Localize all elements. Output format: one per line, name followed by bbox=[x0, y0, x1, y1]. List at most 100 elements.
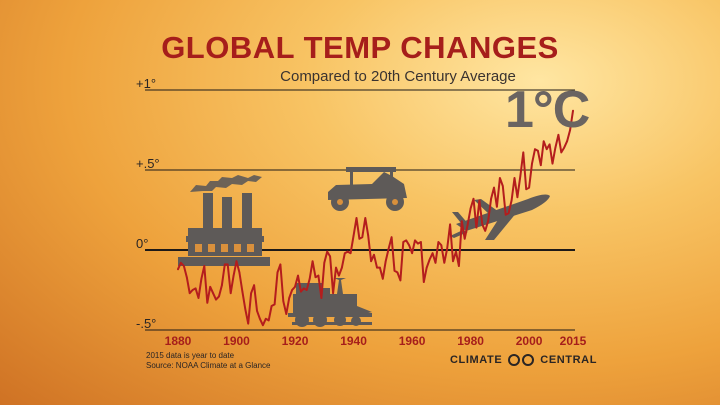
data-point bbox=[534, 148, 536, 150]
data-point bbox=[566, 140, 568, 142]
data-point bbox=[408, 244, 410, 246]
data-point bbox=[428, 258, 431, 261]
data-point bbox=[463, 238, 466, 240]
data-point bbox=[420, 241, 422, 243]
x-tick-label: 2000 bbox=[516, 334, 543, 348]
data-point bbox=[478, 199, 481, 202]
data-point bbox=[551, 162, 554, 165]
one-degree-label: 1°C bbox=[505, 81, 590, 139]
data-point bbox=[218, 295, 220, 298]
data-point bbox=[349, 252, 352, 254]
data-point bbox=[364, 217, 367, 219]
data-point bbox=[297, 274, 299, 277]
y-tick-label: +.5° bbox=[136, 156, 160, 171]
data-point bbox=[224, 263, 226, 266]
chart-subtitle: Compared to 20th Century Average bbox=[280, 68, 516, 85]
data-point bbox=[346, 250, 349, 253]
data-point bbox=[352, 234, 355, 237]
data-point bbox=[528, 186, 530, 189]
data-point bbox=[332, 292, 334, 295]
data-point bbox=[259, 318, 261, 320]
data-point bbox=[232, 274, 235, 277]
data-point bbox=[209, 286, 211, 288]
data-point bbox=[265, 318, 267, 320]
logo-text-left: CLIMATE bbox=[450, 354, 503, 366]
data-point bbox=[461, 220, 463, 222]
factory-icon bbox=[178, 175, 270, 266]
data-point bbox=[279, 263, 282, 266]
data-point bbox=[247, 322, 249, 325]
note-source: Source: NOAA Climate at a Glance bbox=[146, 361, 271, 370]
data-point bbox=[273, 303, 276, 306]
climate-central-logo: CLIMATE CENTRAL bbox=[450, 354, 597, 366]
x-tick-label: 1880 bbox=[165, 334, 192, 348]
data-point bbox=[481, 223, 484, 226]
data-point bbox=[545, 148, 548, 150]
data-point bbox=[569, 129, 571, 131]
data-point bbox=[554, 146, 557, 149]
data-point bbox=[472, 198, 475, 200]
data-point bbox=[393, 270, 396, 272]
data-point bbox=[405, 239, 408, 242]
data-point bbox=[475, 226, 478, 229]
data-point bbox=[384, 260, 387, 263]
data-point bbox=[341, 266, 343, 269]
data-point bbox=[221, 284, 223, 287]
data-point bbox=[335, 266, 337, 269]
data-point bbox=[320, 297, 323, 299]
data-point bbox=[326, 250, 329, 253]
x-tick-label: 1900 bbox=[223, 334, 250, 348]
logo-rings-icon bbox=[507, 354, 535, 366]
data-point bbox=[244, 308, 247, 311]
data-point bbox=[367, 234, 370, 237]
data-point bbox=[344, 252, 346, 254]
data-point bbox=[200, 278, 203, 280]
y-tick-label: -.5° bbox=[136, 316, 156, 331]
data-point bbox=[305, 289, 308, 291]
data-point bbox=[206, 302, 209, 304]
data-point bbox=[437, 241, 440, 243]
data-point bbox=[382, 278, 384, 280]
data-point bbox=[241, 290, 244, 293]
data-point bbox=[466, 223, 469, 226]
data-point bbox=[188, 292, 191, 295]
data-point bbox=[540, 164, 542, 166]
data-point bbox=[425, 266, 428, 269]
data-point bbox=[355, 217, 358, 219]
data-point bbox=[525, 188, 527, 190]
chart-title: GLOBAL TEMP CHANGES bbox=[161, 30, 559, 65]
x-tick-label: 2015 bbox=[560, 334, 587, 348]
data-point bbox=[502, 185, 504, 187]
data-point bbox=[423, 281, 425, 283]
data-point bbox=[402, 241, 405, 243]
data-point bbox=[493, 186, 495, 189]
data-point bbox=[235, 260, 238, 263]
data-point bbox=[469, 207, 472, 210]
data-point bbox=[411, 252, 413, 254]
y-axis-labels: +1° +.5° 0° -.5° bbox=[136, 76, 160, 331]
data-point bbox=[256, 310, 258, 312]
data-point bbox=[183, 265, 185, 267]
data-point bbox=[197, 297, 200, 299]
data-point bbox=[516, 196, 519, 198]
data-point bbox=[434, 262, 437, 264]
data-point bbox=[303, 287, 305, 290]
data-point bbox=[449, 223, 451, 226]
data-point bbox=[194, 287, 197, 290]
data-point bbox=[548, 143, 551, 146]
y-tick-label: +1° bbox=[136, 76, 156, 91]
data-point bbox=[452, 260, 454, 263]
train-icon bbox=[288, 278, 372, 327]
data-point bbox=[177, 268, 179, 271]
data-point bbox=[510, 199, 513, 202]
data-point bbox=[370, 260, 372, 263]
data-point bbox=[487, 220, 489, 222]
data-point bbox=[238, 271, 241, 274]
data-point bbox=[537, 150, 539, 152]
data-point bbox=[499, 177, 501, 179]
data-point bbox=[458, 265, 460, 267]
data-point bbox=[443, 262, 446, 264]
x-tick-label: 1960 bbox=[399, 334, 426, 348]
car-icon bbox=[328, 167, 407, 211]
